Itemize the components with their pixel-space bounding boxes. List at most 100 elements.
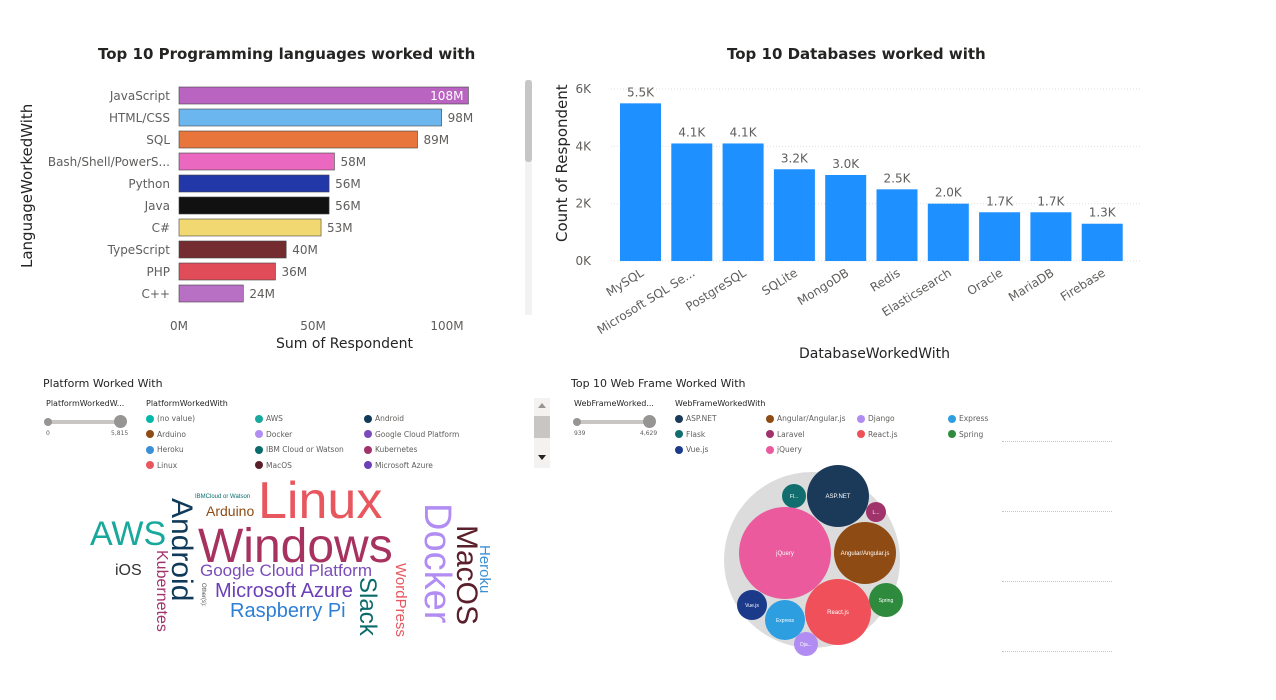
word-cloud-word[interactable]: WordPress (392, 563, 409, 637)
webframe-slider-max-handle[interactable] (643, 415, 656, 428)
word-cloud-word[interactable]: Raspberry Pi (230, 600, 346, 622)
word-cloud-word[interactable]: Arduino (206, 503, 254, 519)
word-cloud-word[interactable]: iOS (115, 562, 142, 579)
divider (1002, 441, 1112, 442)
webframe-legend-item[interactable]: Spring (948, 430, 983, 439)
word-cloud-word[interactable]: Android (165, 498, 198, 601)
databases-bar[interactable] (671, 143, 713, 261)
platform-slider-max-handle[interactable] (114, 415, 127, 428)
bubble[interactable] (737, 590, 767, 620)
platform-legend-item[interactable]: Kubernetes (364, 445, 417, 454)
platform-legend-label: (no value) (157, 414, 196, 423)
platform-slider-min-handle[interactable] (44, 418, 52, 426)
platform-legend-label: Microsoft Azure (375, 460, 433, 470)
webframe-legend-item[interactable]: Django (857, 414, 895, 423)
platform-legend-item[interactable]: MacOS (255, 461, 292, 470)
word-cloud-word[interactable]: Docker (416, 503, 458, 624)
platform-legend-item[interactable]: IBM Cloud or Watson (255, 445, 344, 454)
platform-legend-item[interactable]: (no value) (146, 414, 195, 423)
webframe-legend-item[interactable]: Vue.js (675, 445, 708, 454)
platform-legend-item[interactable]: Microsoft Azure (364, 461, 433, 470)
webframe-slider-min-handle[interactable] (573, 418, 581, 426)
languages-bar[interactable] (178, 240, 287, 259)
bubble[interactable] (794, 632, 818, 656)
webframe-legend-item[interactable]: ASP.NET (675, 414, 717, 423)
languages-bar[interactable] (178, 284, 244, 303)
databases-category-label: MongoDB (795, 266, 851, 308)
languages-bar[interactable] (178, 196, 330, 215)
webframe-legend-label: Flask (686, 429, 706, 439)
webframe-title: Top 10 Web Frame Worked With (571, 377, 746, 390)
bubble[interactable] (866, 502, 886, 522)
word-cloud-word[interactable]: Linux (258, 472, 382, 530)
languages-bar[interactable] (178, 152, 335, 171)
word-cloud-word[interactable]: IBMCloud or Watson (195, 494, 250, 500)
languages-scroll-thumb[interactable] (525, 80, 532, 162)
word-cloud-word[interactable]: Windows (198, 520, 393, 573)
databases-data-label: 1.7K (1037, 194, 1065, 208)
bubble[interactable] (765, 600, 805, 640)
databases-bar[interactable] (773, 169, 815, 261)
word-cloud-word[interactable]: MacOS (450, 525, 483, 625)
legend-dot-icon (255, 430, 263, 438)
platform-legend-scrollbar[interactable] (534, 398, 550, 468)
databases-data-label: 3.2K (781, 151, 809, 165)
languages-bar[interactable] (178, 262, 276, 281)
languages-scrollbar[interactable] (525, 80, 532, 315)
databases-bar[interactable] (620, 103, 661, 261)
platform-legend-scroll-thumb[interactable] (534, 416, 550, 438)
languages-bar[interactable] (178, 130, 418, 149)
bubble[interactable] (739, 507, 831, 599)
webframe-legend-item[interactable]: Laravel (766, 430, 805, 439)
languages-bar[interactable] (178, 108, 442, 127)
webframe-legend-item[interactable]: jQuery (766, 445, 802, 454)
databases-bar[interactable] (876, 189, 918, 261)
word-cloud-word[interactable]: Slack (354, 577, 381, 637)
bubble[interactable] (834, 522, 896, 584)
word-cloud-word[interactable]: Heroku (476, 545, 493, 593)
scroll-up-icon[interactable] (538, 403, 546, 408)
databases-bar-chart: 6K 4K 2K 0K 5.5K MySQL 4.1K Microsoft SQL Se..… (575, 82, 1140, 337)
bubble[interactable] (805, 579, 871, 645)
webframe-legend-label: jQuery (777, 445, 802, 454)
webframe-legend-item[interactable]: Express (948, 414, 988, 423)
scroll-down-icon[interactable] (538, 455, 546, 460)
languages-data-label: 56M (335, 177, 361, 191)
platform-legend-item[interactable]: Linux (146, 461, 177, 470)
platform-slider-min: 0 (46, 430, 50, 437)
word-cloud-word[interactable]: AWS (90, 515, 166, 553)
databases-bar[interactable] (825, 175, 867, 261)
webframe-legend-item[interactable]: Angular/Angular.js (766, 414, 846, 423)
languages-data-label: 24M (249, 287, 275, 301)
languages-bar[interactable] (178, 174, 330, 193)
platform-legend-item[interactable]: Docker (255, 430, 292, 439)
word-cloud-word[interactable]: Google Cloud Platform (200, 561, 372, 580)
webframe-legend-item[interactable]: React.js (857, 430, 898, 439)
webframe-slider-track[interactable] (575, 420, 651, 424)
bubble[interactable] (807, 465, 869, 527)
databases-bar[interactable] (722, 143, 764, 261)
word-cloud-word[interactable]: Kubernetes (153, 550, 170, 632)
databases-bar[interactable] (927, 203, 969, 261)
platform-legend-item[interactable]: Arduino (146, 430, 186, 439)
legend-dot-icon (675, 445, 683, 454)
legend-dot-icon (675, 430, 683, 438)
databases-bar[interactable] (979, 212, 1021, 261)
word-cloud-word[interactable]: Other(s): (200, 583, 206, 607)
platform-legend-item[interactable]: Android (364, 414, 404, 423)
divider (1002, 511, 1112, 512)
webframe-legend-item[interactable]: Flask (675, 430, 705, 439)
bubble[interactable] (869, 583, 903, 617)
platform-slider-track[interactable] (46, 420, 124, 424)
databases-bar[interactable] (1030, 212, 1072, 261)
languages-bar[interactable] (178, 218, 322, 237)
platform-legend-item[interactable]: Google Cloud Platform (364, 430, 459, 439)
platform-legend-item[interactable]: Heroku (146, 445, 184, 454)
databases-bar[interactable] (1081, 223, 1123, 261)
languages-category-label: Python (128, 177, 170, 191)
platform-legend-item[interactable]: AWS (255, 414, 283, 423)
languages-bar[interactable] (178, 86, 469, 105)
bubble[interactable] (782, 484, 806, 508)
word-cloud-word[interactable]: Microsoft Azure (215, 580, 353, 602)
